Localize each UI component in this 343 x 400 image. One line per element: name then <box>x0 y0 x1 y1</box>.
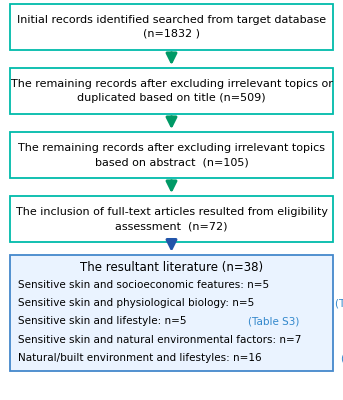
Text: The inclusion of full-text articles resulted from eligibility
assessment  (n=72): The inclusion of full-text articles resu… <box>15 207 328 231</box>
Text: Natural/built environment and lifestyles: n=16: Natural/built environment and lifestyles… <box>18 353 268 363</box>
Text: The remaining records after excluding irrelevant topics
based on abstract  (n=10: The remaining records after excluding ir… <box>18 143 325 167</box>
FancyBboxPatch shape <box>10 196 333 242</box>
Text: (Table S3): (Table S3) <box>248 316 299 326</box>
FancyBboxPatch shape <box>10 4 333 50</box>
Text: Sensitive skin and socioeconomic features: n=5: Sensitive skin and socioeconomic feature… <box>18 280 272 290</box>
FancyBboxPatch shape <box>10 68 333 114</box>
Text: Initial records identified searched from target database
(n=1832 ): Initial records identified searched from… <box>17 15 326 39</box>
FancyBboxPatch shape <box>10 255 333 371</box>
Text: The resultant literature (n=38): The resultant literature (n=38) <box>80 261 263 274</box>
Text: Sensitive skin and natural environmental factors: n=7: Sensitive skin and natural environmental… <box>18 335 311 345</box>
Text: Sensitive skin and physiological biology: n=5: Sensitive skin and physiological biology… <box>18 298 264 308</box>
Text: Sensitive skin and lifestyle: n=5: Sensitive skin and lifestyle: n=5 <box>18 316 196 326</box>
Text: (Table S5): (Table S5) <box>341 353 343 363</box>
FancyBboxPatch shape <box>10 132 333 178</box>
Text: (Table S2): (Table S2) <box>335 298 343 308</box>
Text: The remaining records after excluding irrelevant topics or
duplicated based on t: The remaining records after excluding ir… <box>11 79 332 103</box>
